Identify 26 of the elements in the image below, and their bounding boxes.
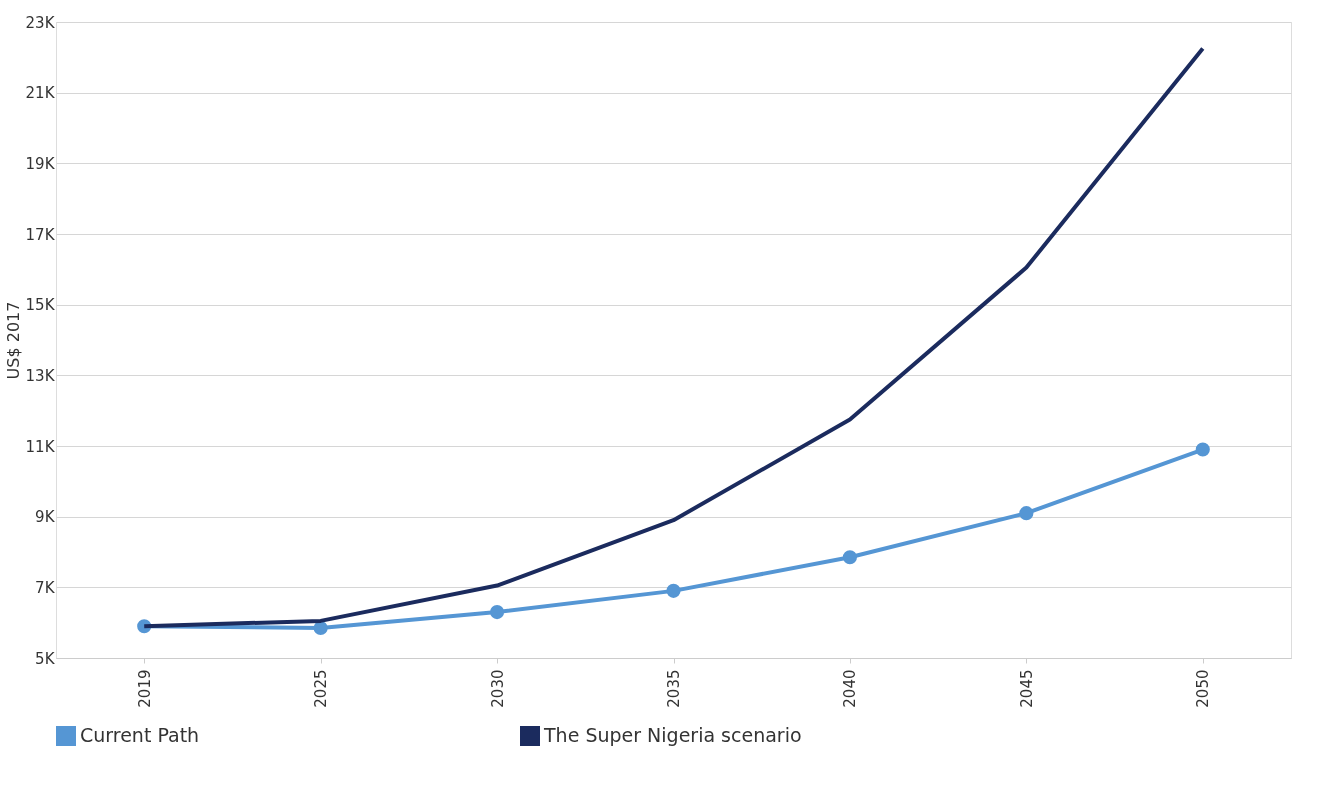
x-tick-label: 2035 bbox=[665, 669, 683, 708]
y-tick-label: 13K bbox=[25, 366, 56, 385]
y-tick-label: 7K bbox=[35, 578, 56, 597]
point bbox=[1019, 506, 1034, 521]
x-tick-label: 2045 bbox=[1017, 669, 1036, 708]
y-tick-label: 9K bbox=[35, 508, 56, 527]
y-tick-label: 17K bbox=[25, 225, 56, 244]
x-tick-label: 2050 bbox=[1194, 669, 1213, 708]
y-tick-label: 11K bbox=[25, 437, 56, 456]
y-tick-label: 21K bbox=[25, 84, 56, 103]
point bbox=[666, 583, 681, 598]
y-tick-label: 15K bbox=[25, 296, 56, 315]
legend-label: The Super Nigeria scenario bbox=[543, 724, 802, 746]
y-tick-label: 5K bbox=[35, 649, 56, 668]
point bbox=[313, 620, 328, 636]
point bbox=[1195, 442, 1210, 457]
legend-label: Current Path bbox=[80, 724, 200, 746]
y-axis-title: US$ 2017 bbox=[3, 301, 23, 380]
x-tick-label: 2019 bbox=[135, 669, 154, 708]
x-tick-label: 2040 bbox=[841, 669, 860, 708]
x-tick-label: 2030 bbox=[488, 669, 507, 708]
point bbox=[842, 550, 857, 565]
y-tick-label: 19K bbox=[25, 154, 56, 173]
x-tick-label: 2025 bbox=[312, 669, 331, 708]
y-tick-label: 23K bbox=[25, 13, 56, 32]
point bbox=[490, 605, 505, 620]
